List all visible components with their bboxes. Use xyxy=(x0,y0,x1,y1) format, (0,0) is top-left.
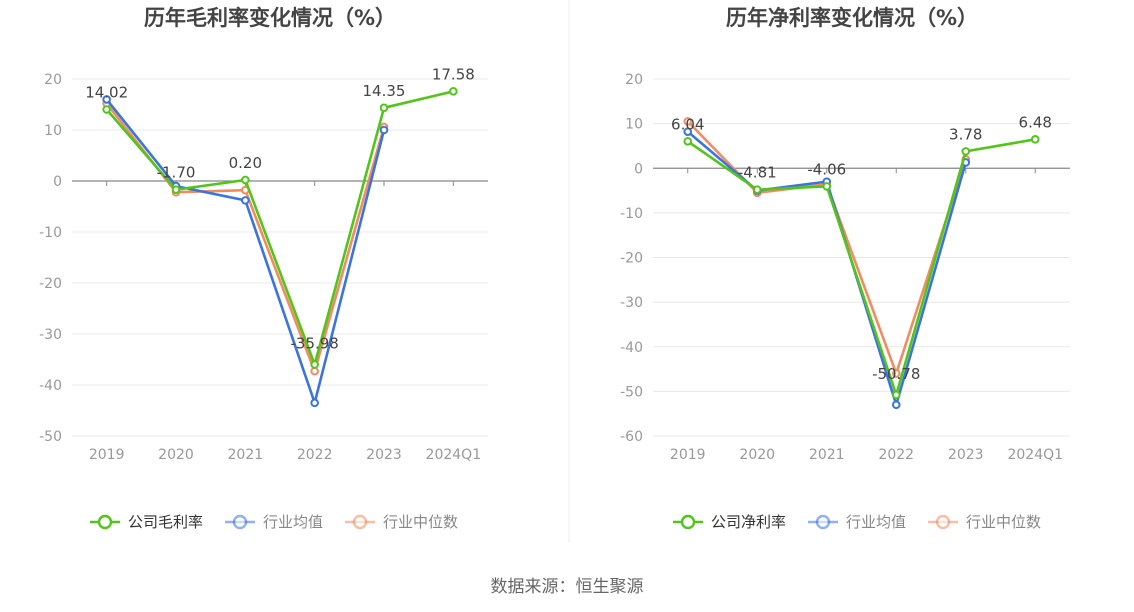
y-tick-label: 0 xyxy=(53,174,62,190)
data-point-industry_median xyxy=(310,366,319,376)
legend-marker-company xyxy=(680,514,696,530)
data-point-industry_avg xyxy=(379,125,389,135)
x-tick-label: 2020 xyxy=(739,447,775,463)
series-line-industry_median xyxy=(686,120,967,375)
data-label: 14.02 xyxy=(85,83,128,101)
data-point-company xyxy=(310,360,319,369)
legend-item-industry_median[interactable]: 行业中位数 xyxy=(928,513,1041,531)
x-tick-label: 2021 xyxy=(228,447,264,463)
data-point-company xyxy=(822,182,832,191)
legend-item-industry_avg[interactable]: 行业均值 xyxy=(225,513,323,531)
data-point-industry_median xyxy=(891,369,901,378)
legend-marker-industry_median xyxy=(935,514,951,530)
data-label: 6.04 xyxy=(671,115,704,133)
data-label: -4.81 xyxy=(738,164,777,182)
data-source-note: 数据来源：恒生聚源 xyxy=(490,577,644,597)
y-tick-label: -50 xyxy=(39,429,62,445)
x-tick-label: 2020 xyxy=(158,447,194,463)
legend-item-company[interactable]: 公司净利率 xyxy=(673,513,786,531)
x-tick-label: 2022 xyxy=(297,447,333,463)
x-tick-label: 2023 xyxy=(948,447,984,463)
data-point-company xyxy=(752,185,762,195)
y-tick-label: -10 xyxy=(39,225,62,241)
series-line-industry_avg xyxy=(105,98,386,405)
data-point-company xyxy=(171,185,181,194)
y-tick-label: -20 xyxy=(620,251,643,267)
data-point-industry_avg xyxy=(683,127,693,136)
data-label: 17.58 xyxy=(432,65,475,83)
y-tick-label: -60 xyxy=(620,429,643,445)
x-tick-label: 2021 xyxy=(809,447,845,463)
legend-item-industry_median[interactable]: 行业中位数 xyxy=(345,513,458,531)
legend-label-industry_avg: 行业均值 xyxy=(846,513,906,531)
x-tick-label: 2019 xyxy=(670,447,706,463)
chart-title: 历年毛利率变化情况（%） xyxy=(144,6,396,30)
data-point-company xyxy=(102,105,111,114)
y-tick-label: 20 xyxy=(44,72,62,88)
legend-item-industry_avg[interactable]: 行业均值 xyxy=(808,513,906,531)
chart-1: 历年毛利率变化情况（%） 20 10 0 -10 -20 -30 -40 -50 2019 2020… xyxy=(39,6,488,531)
data-point-company xyxy=(891,390,901,400)
data-point-company xyxy=(379,103,389,113)
legend-marker-industry_avg xyxy=(815,514,831,530)
data-point-company xyxy=(241,175,250,185)
data-label: -4.06 xyxy=(807,160,846,178)
legend-marker-company xyxy=(97,514,113,530)
legend-label-industry_median: 行业中位数 xyxy=(383,513,458,531)
legend-marker-industry_median xyxy=(352,514,368,530)
x-tick-label: 2022 xyxy=(878,447,914,463)
data-point-company xyxy=(683,136,693,146)
y-tick-label: -30 xyxy=(620,295,643,311)
y-tick-label: 20 xyxy=(625,72,643,88)
series-line-company xyxy=(105,90,454,366)
data-label: -35.98 xyxy=(290,334,338,352)
data-point-industry_avg xyxy=(102,95,111,104)
legend-marker-industry_avg xyxy=(232,514,248,530)
data-point-industry_avg xyxy=(310,398,319,408)
y-tick-label: 10 xyxy=(625,117,643,133)
data-label: -50.78 xyxy=(872,365,920,383)
y-tick-label: -20 xyxy=(39,276,62,292)
data-label: 3.78 xyxy=(949,125,982,143)
data-point-company xyxy=(449,87,458,96)
data-label: 14.35 xyxy=(363,82,406,100)
y-tick-label: -40 xyxy=(39,378,62,394)
x-tick-label: 2023 xyxy=(366,447,402,463)
y-tick-label: 10 xyxy=(44,123,62,139)
y-tick-label: 0 xyxy=(634,161,643,177)
series-line-company xyxy=(687,138,1036,397)
series-line-industry_median xyxy=(105,102,386,373)
legend-label-company: 公司净利率 xyxy=(711,513,786,531)
data-point-company xyxy=(961,147,971,156)
x-tick-label: 2024Q1 xyxy=(1007,447,1063,463)
chart-title: 历年净利率变化情况（%） xyxy=(726,6,978,30)
legend-label-company: 公司毛利率 xyxy=(128,513,203,531)
x-tick-label: 2024Q1 xyxy=(426,447,482,463)
data-point-industry_median xyxy=(683,117,693,126)
x-tick-label: 2019 xyxy=(89,447,125,463)
y-tick-label: -40 xyxy=(620,340,643,356)
data-point-industry_avg xyxy=(891,400,901,410)
legend-label-industry_median: 行业中位数 xyxy=(966,513,1041,531)
data-label: -1.70 xyxy=(157,164,196,182)
chart-2: 历年净利率变化情况（%） 20 10 0 -10 -20 -30 -40 -50 -60 2019 2… xyxy=(620,6,1070,531)
data-label: 6.48 xyxy=(1019,113,1052,131)
y-tick-label: -30 xyxy=(39,327,62,343)
data-point-industry_avg xyxy=(241,196,250,205)
legend-item-company[interactable]: 公司毛利率 xyxy=(90,513,203,531)
legend-label-industry_avg: 行业均值 xyxy=(263,513,323,531)
y-tick-label: -10 xyxy=(620,206,643,222)
y-tick-label: -50 xyxy=(620,384,643,400)
data-label: 0.20 xyxy=(229,154,262,172)
data-point-company xyxy=(1030,135,1040,144)
